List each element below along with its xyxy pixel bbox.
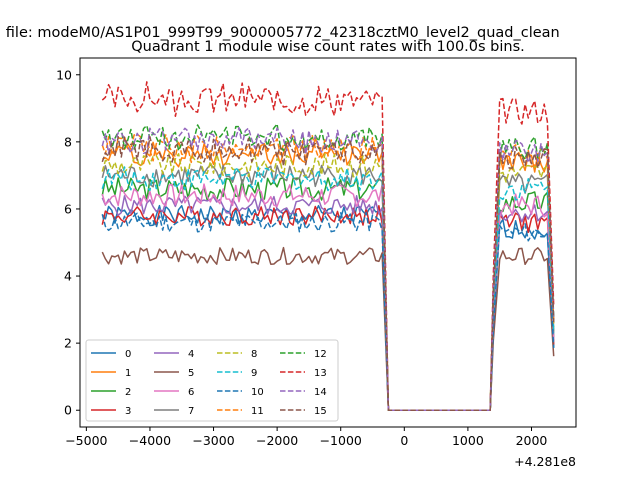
x-tick-label: −5000 [65, 433, 107, 448]
x-axis-offset-label: +4.281e8 [514, 454, 576, 469]
legend-label-2: 2 [125, 387, 131, 398]
y-tick-label: 10 [56, 67, 72, 82]
legend-label-3: 3 [125, 406, 131, 417]
x-tick-label: 2000 [516, 433, 548, 448]
x-tick-label: −1000 [320, 433, 362, 448]
legend-label-12: 12 [314, 349, 327, 360]
legend-label-15: 15 [314, 406, 327, 417]
legend-label-4: 4 [188, 349, 194, 360]
series-line-8 [101, 153, 555, 411]
y-tick-label: 6 [64, 201, 72, 216]
legend-label-11: 11 [251, 406, 264, 417]
legend-label-5: 5 [188, 368, 194, 379]
series-line-15 [101, 136, 555, 411]
y-tick-label: 4 [64, 269, 72, 284]
figure-suptitle: n file: modeM0/AS1P01_999T99_9000005772_… [0, 25, 560, 41]
y-axis: 0 2 4 6 8 10 [56, 67, 80, 418]
chart-title: Quadrant 1 module wise count rates with … [131, 39, 525, 55]
x-tick-label: −4000 [129, 433, 171, 448]
legend-label-9: 9 [251, 368, 257, 379]
y-tick-label: 8 [64, 134, 72, 149]
legend-label-6: 6 [188, 387, 194, 398]
legend-label-10: 10 [251, 387, 264, 398]
series-line-12 [101, 123, 555, 411]
x-tick-label: 1000 [452, 433, 484, 448]
x-tick-label: −3000 [192, 433, 234, 448]
legend-label-8: 8 [251, 349, 257, 360]
axes-frame [79, 57, 577, 428]
legend-label-13: 13 [314, 368, 327, 379]
legend-label-14: 14 [314, 387, 327, 398]
x-tick-label: 0 [400, 433, 408, 448]
x-axis: −5000 −4000 −3000 −2000 −1000 0 1000 2000 [65, 427, 547, 448]
legend-label-1: 1 [125, 368, 131, 379]
legend-label-7: 7 [188, 406, 194, 417]
y-tick-label: 0 [64, 403, 72, 418]
plot-area [101, 81, 555, 411]
y-tick-label: 2 [64, 336, 72, 351]
legend-label-0: 0 [125, 349, 131, 360]
legend-box [85, 339, 339, 422]
x-tick-label: −2000 [256, 433, 298, 448]
